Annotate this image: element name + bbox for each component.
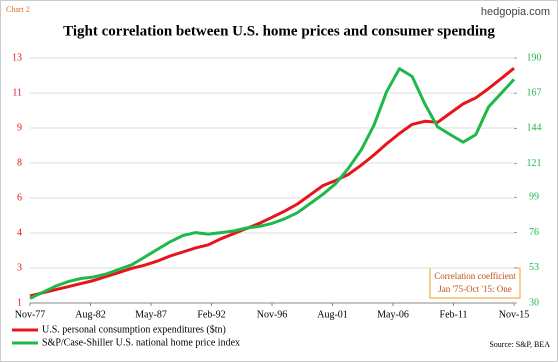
x-tick-label: Nov-77	[15, 309, 46, 320]
y2-tick-label: 30	[529, 297, 539, 308]
series-line	[29, 67, 515, 298]
y-tick-label: 6	[17, 192, 22, 203]
y2-tick-label: 99	[529, 192, 539, 203]
annotation: Correlation coefficient	[434, 271, 516, 281]
y2-tick-label: 121	[527, 158, 542, 169]
y2-tick-label: 190	[527, 52, 542, 63]
y-tick-label: 13	[12, 52, 22, 63]
source: Source: S&P, BEA	[489, 340, 550, 349]
annotation: Jan '75-Oct '15: One	[438, 284, 511, 294]
chart-title: Tight correlation between U.S. home pric…	[63, 23, 495, 39]
x-tick-label: May-87	[135, 309, 167, 320]
x-tick-label: Nov-96	[257, 309, 288, 320]
y2-tick-label: 53	[529, 262, 539, 273]
x-tick-label: Aug-01	[317, 309, 348, 320]
x-tick-label: Feb-11	[440, 309, 468, 320]
annotation-box	[429, 267, 521, 299]
y2-tick-label: 144	[527, 123, 542, 134]
y-tick-label: 9	[17, 122, 22, 133]
legend-label: S&P/Case-Shiller U.S. national home pric…	[42, 337, 240, 348]
site: hedgopia.com	[481, 6, 550, 18]
chart-label: Chart 2	[6, 5, 30, 14]
y-tick-label: 3	[17, 262, 22, 273]
x-tick-label: May-06	[377, 309, 409, 320]
series-line	[29, 67, 516, 300]
y2-tick-label: 167	[527, 88, 542, 99]
x-tick-label: Nov-15	[499, 309, 530, 320]
x-tick-label: Feb-92	[197, 309, 225, 320]
y-tick-label: 4	[17, 227, 22, 238]
x-tick-label: Aug-82	[75, 309, 106, 320]
y-tick-label: 1	[17, 297, 22, 308]
y2-tick-label: 76	[529, 227, 539, 238]
legend-label: U.S. personal consumption expenditures (…	[42, 324, 226, 335]
y-tick-label: 11	[12, 87, 22, 98]
y-tick-label: 8	[17, 157, 22, 168]
